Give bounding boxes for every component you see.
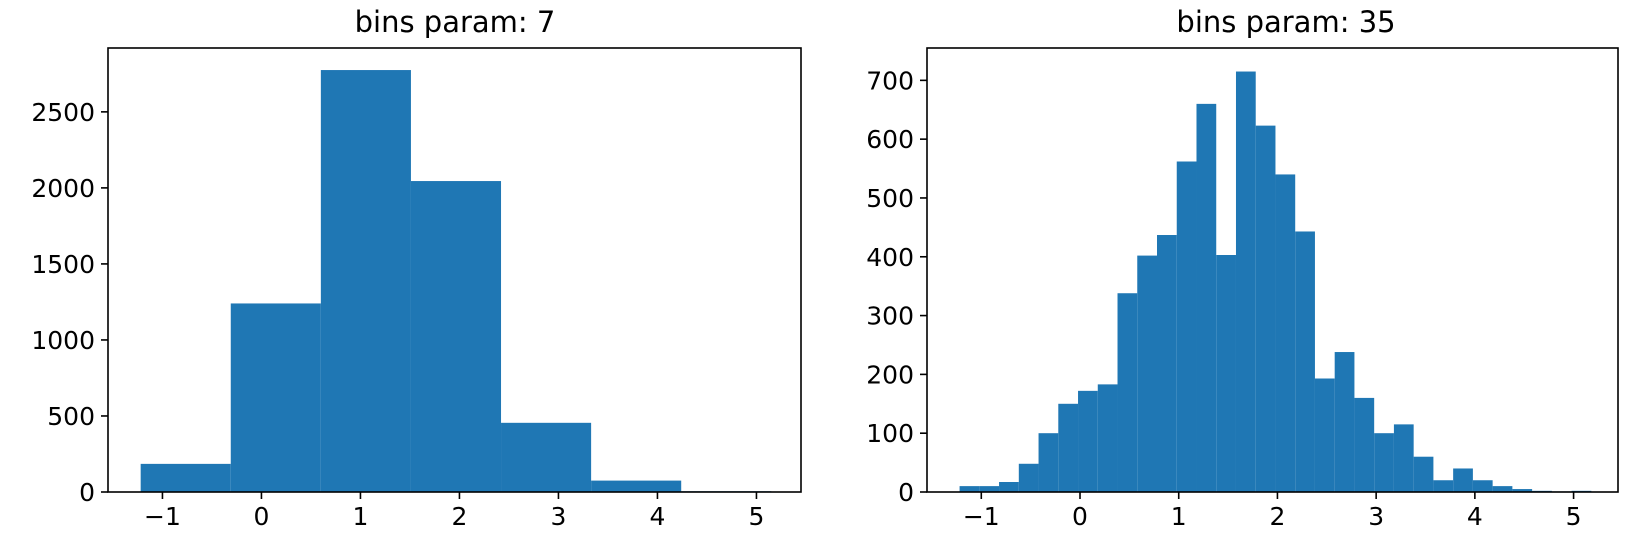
y-tick-label: 1500 (31, 250, 95, 279)
y-axis: 0 100 200 300 400 500 600 700 (866, 66, 927, 507)
histogram-bar (1354, 397, 1375, 492)
y-tick-label: 300 (866, 302, 914, 331)
histogram-bar (1235, 71, 1256, 492)
y-tick-label: 400 (866, 243, 914, 272)
histogram-bar (1512, 489, 1533, 492)
histogram-bar (1117, 293, 1138, 492)
x-tick-label: 1 (1171, 502, 1187, 531)
histogram-bar (1295, 231, 1315, 493)
histogram-bar (1472, 480, 1493, 492)
y-tick-label: 500 (47, 402, 95, 431)
y-tick-label: 0 (898, 478, 914, 507)
y-axis: 0 500 1000 1500 2000 2500 (31, 98, 108, 507)
histogram-bar (1216, 255, 1236, 492)
chart-title: bins param: 7 (355, 5, 556, 39)
histogram-bar (1275, 174, 1296, 493)
y-tick-label: 2500 (31, 98, 95, 127)
histogram-bar (979, 486, 1000, 492)
x-tick-label: 1 (352, 502, 368, 531)
histogram-bar (230, 303, 321, 492)
histogram-bar (959, 486, 980, 492)
histogram-bar (1453, 468, 1473, 492)
x-axis: −1 0 1 2 3 4 5 (144, 492, 764, 531)
histogram-bar (410, 181, 502, 492)
y-tick-label: 600 (866, 125, 914, 154)
x-tick-label: 4 (1467, 502, 1483, 531)
histogram-bar (1255, 125, 1276, 492)
y-tick-label: 100 (866, 419, 914, 448)
histogram-bar (999, 482, 1019, 492)
histogram-bar (1314, 378, 1335, 492)
x-tick-label: 0 (1072, 502, 1088, 531)
x-tick-label: 4 (649, 502, 665, 531)
histogram-subplot-bins-7: bins param: 7 −1 0 1 2 3 4 5 0 500 1000 1500 2000 25… (31, 5, 802, 531)
histogram-bar (1374, 433, 1394, 492)
histogram-bar (501, 422, 592, 492)
x-tick-label: 2 (1269, 502, 1285, 531)
histogram-bar (320, 70, 411, 492)
bars (959, 71, 1592, 493)
histogram-bar (1413, 456, 1434, 492)
y-tick-label: 2000 (31, 174, 95, 203)
histogram-subplot-bins-35: bins param: 35 −1 0 1 2 3 4 5 0 100 200 300 400 500 6… (866, 5, 1619, 531)
histogram-bar (1058, 403, 1079, 492)
bars (140, 70, 772, 492)
x-tick-label: 5 (1566, 502, 1582, 531)
histogram-bar (1137, 255, 1158, 492)
x-tick-label: 3 (550, 502, 566, 531)
axes-frame (107, 47, 802, 493)
y-tick-label: 200 (866, 360, 914, 389)
histogram-bar (1393, 424, 1414, 492)
histogram-bar (591, 480, 682, 492)
histogram-bar (1078, 390, 1098, 492)
axes-frame (926, 47, 1619, 493)
histogram-bar (1176, 161, 1197, 493)
x-tick-label: −1 (963, 502, 1000, 531)
histogram-bar (1433, 480, 1454, 492)
histogram-bar (1157, 235, 1177, 492)
x-tick-label: 3 (1368, 502, 1384, 531)
histogram-bar (1196, 103, 1217, 492)
histogram-bar (1097, 384, 1118, 492)
chart-title: bins param: 35 (1176, 5, 1395, 39)
histogram-bar (140, 463, 231, 492)
y-tick-label: 1000 (31, 326, 95, 355)
histogram-bar (1038, 433, 1059, 492)
x-tick-label: 0 (253, 502, 269, 531)
x-tick-label: −1 (144, 502, 181, 531)
histogram-bar (1334, 352, 1355, 492)
x-tick-label: 5 (748, 502, 764, 531)
x-axis: −1 0 1 2 3 4 5 (963, 492, 1582, 531)
y-tick-label: 500 (866, 184, 914, 213)
y-tick-label: 700 (866, 66, 914, 95)
x-tick-label: 2 (451, 502, 467, 531)
histogram-bar (1492, 486, 1513, 492)
histogram-bar (1018, 463, 1039, 492)
y-tick-label: 0 (79, 478, 95, 507)
